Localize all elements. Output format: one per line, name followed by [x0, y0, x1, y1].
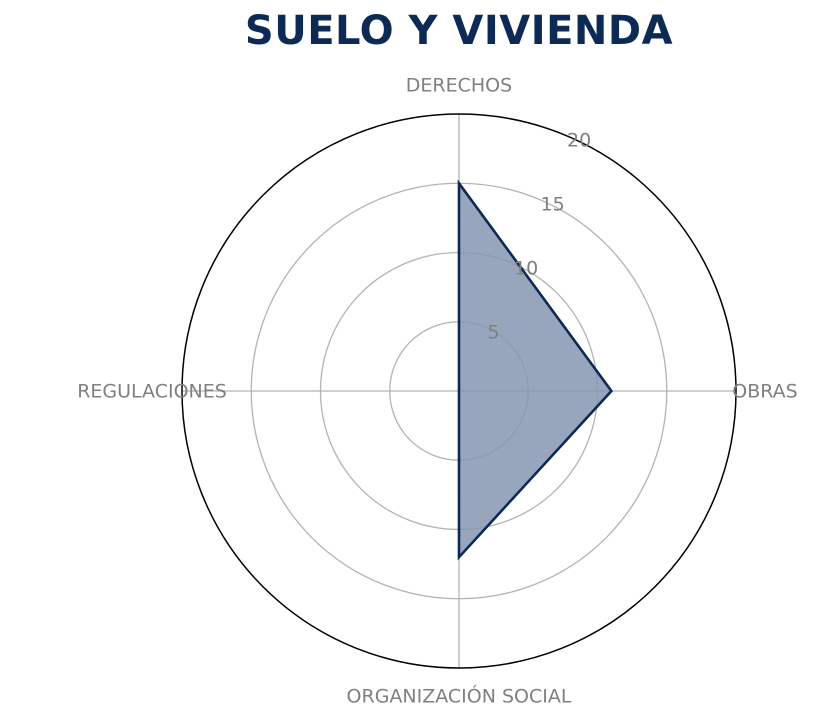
category-label: ORGANIZACIÓN SOCIAL: [347, 684, 572, 708]
category-label: OBRAS: [732, 381, 797, 403]
outer-ring: [181, 113, 737, 669]
r-tick-label: 20: [567, 130, 591, 152]
category-label: REGULACIONES: [77, 381, 227, 403]
r-tick-label: 15: [541, 194, 565, 216]
chart-title: SUELO Y VIVIENDA: [244, 8, 674, 54]
series-area: [457, 179, 614, 561]
r-tick-label: 5: [488, 322, 500, 344]
category-label: DERECHOS: [406, 75, 512, 97]
r-tick-label: 10: [514, 258, 538, 280]
